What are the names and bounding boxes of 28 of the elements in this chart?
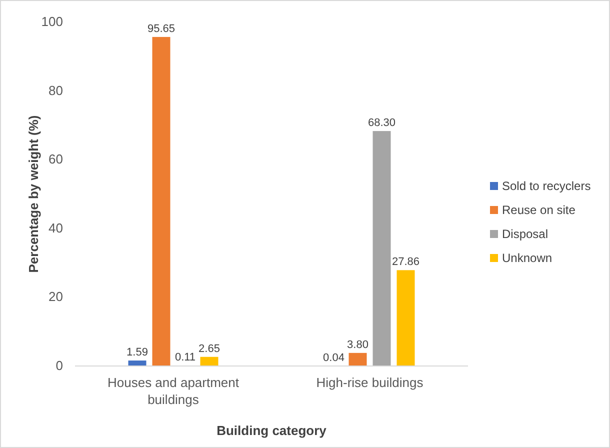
legend-label: Disposal	[502, 227, 548, 241]
bar	[396, 270, 415, 366]
bar	[372, 131, 391, 366]
text: 2.65	[198, 342, 220, 355]
y-tick-label: 0	[56, 358, 63, 373]
text: 27.86	[392, 256, 420, 268]
text: 1.59	[126, 346, 148, 359]
text: 3.80	[347, 338, 368, 351]
text: 0.11	[174, 352, 196, 364]
text: 0.04	[323, 352, 344, 364]
y-tick-label: 60	[48, 152, 63, 167]
bar	[152, 36, 170, 366]
x-tick-label: High-rise buildings	[316, 375, 424, 390]
y-axis-title: Percentage by weight (%)	[26, 115, 41, 273]
y-tick-label: 20	[48, 289, 63, 304]
x-tick-label: Houses and apartment buildings	[107, 375, 240, 407]
bar	[128, 360, 146, 366]
bar	[200, 356, 218, 366]
y-tick-label: 100	[41, 14, 63, 29]
bar	[348, 352, 367, 366]
text: 95.65	[147, 22, 176, 35]
legend-label: Sold to recyclers	[502, 179, 591, 193]
legend-label: Unknown	[502, 251, 552, 265]
text: 68.30	[368, 117, 396, 130]
legend-label: Reuse on site	[502, 203, 576, 217]
x-axis-title: Building category	[216, 423, 328, 438]
y-tick-label: 40	[48, 220, 63, 236]
y-tick-label: 80	[48, 82, 63, 98]
